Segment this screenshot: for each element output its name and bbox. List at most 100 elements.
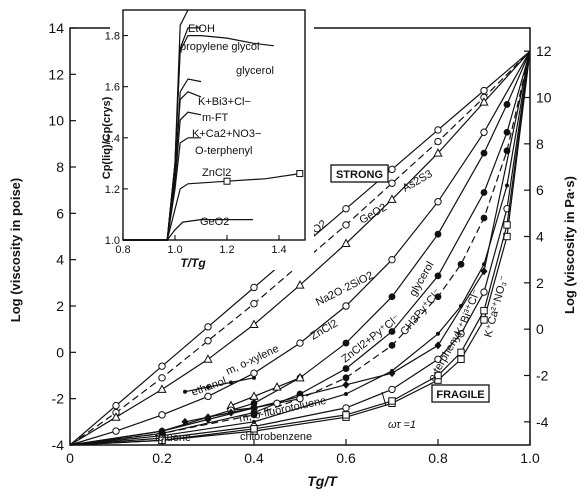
series-label-ch3pycl: CH3Py⁺Cl⁻ xyxy=(398,287,444,338)
data-point-as2s3 xyxy=(387,194,397,203)
series-line-k-ca-no xyxy=(69,51,531,446)
series-na2o-2sio2 xyxy=(69,50,531,446)
series-line-k-bi-cl xyxy=(69,51,531,446)
data-point-na2o-2sio2 xyxy=(296,339,304,347)
data-point-o-terphenyl xyxy=(503,221,511,229)
data-point-toluene xyxy=(434,341,442,350)
y-right-tick-label: 2 xyxy=(536,275,544,291)
data-point-na2o-2sio2 xyxy=(388,255,396,264)
y-right-tick-label: 6 xyxy=(536,182,544,198)
data-point-sio2 xyxy=(342,205,350,213)
data-point-as2s3 xyxy=(341,238,351,247)
data-point-o-terphenyl xyxy=(388,397,396,405)
data-point-zncl2-py-cl xyxy=(342,365,350,372)
data-point-na2o-2sio2 xyxy=(250,369,258,377)
data-point-sio2 xyxy=(204,323,212,331)
data-point-o-terphenyl xyxy=(480,306,488,315)
inset-plot-frame xyxy=(122,9,306,241)
inset-y-tick-label: 1.4 xyxy=(105,133,120,145)
inset-label-etoh: EtOH xyxy=(188,23,215,35)
data-point-k-ca-no xyxy=(480,316,488,324)
data-point-sio2 xyxy=(158,362,166,370)
y-left-tick-label: 8 xyxy=(56,159,64,175)
data-point-m-o-fluorotoluene xyxy=(273,399,281,407)
data-point-as2s3 xyxy=(295,280,305,289)
inset-y-tick-label: 1.8 xyxy=(105,31,120,43)
x-tick-label: 0.4 xyxy=(244,450,264,466)
data-point-k-bi-cl xyxy=(457,330,465,338)
data-point-zncl2 xyxy=(388,293,396,301)
series-ch3py-cl xyxy=(69,51,531,446)
data-point-m-o-xylene xyxy=(272,382,282,391)
inset-label-oterphenyl: O-terphenyl xyxy=(195,145,252,157)
data-point-glycerol xyxy=(434,293,442,301)
data-point-k-ca-no xyxy=(457,355,465,363)
inset-label-kbicl: K+Bi3+Cl− xyxy=(198,96,251,108)
strong-label: STRONG xyxy=(336,169,383,181)
data-point-ch3py-cl xyxy=(252,419,256,424)
y-left-tick-label: 4 xyxy=(56,252,64,268)
data-point-toluene xyxy=(480,267,488,276)
data-point-na2o-2sio2 xyxy=(158,411,166,419)
fragile-annotation: FRAGILE xyxy=(431,384,490,403)
series-line-ethanol xyxy=(184,377,255,393)
y-left-tick-label: 14 xyxy=(48,20,64,36)
data-point-geo2 xyxy=(204,337,212,345)
series-label-as2s3: As2S3 xyxy=(401,168,435,195)
inset-y-tick-label: 1.2 xyxy=(105,184,120,196)
data-point-glycerol xyxy=(250,411,258,419)
data-point-o-terphenyl xyxy=(457,348,465,357)
data-point-sio2 xyxy=(480,86,488,95)
inset-cp-plot: 0.8 1.0 1.2 1.41.01.21.41.61.8 Cp(liq)/Cp(c… xyxy=(101,2,314,270)
data-point-ethanol xyxy=(206,385,210,390)
data-point-glycerol xyxy=(388,341,396,349)
data-point-as2s3 xyxy=(111,412,121,421)
y-right-tick-label: 12 xyxy=(536,43,552,59)
data-point-chlorobenzene xyxy=(181,417,189,426)
series-label-zncl2-pycl: ZnCl2+Py⁺Cl⁻ xyxy=(339,312,402,365)
main-series-group xyxy=(69,50,531,446)
series-line-o-terphenyl xyxy=(69,51,531,446)
data-point-zncl2-py-cl xyxy=(480,189,488,196)
data-point-glycerol xyxy=(480,214,488,222)
data-point-k-bi-cl xyxy=(388,385,396,394)
series-label-zncl2: ZnCl2 xyxy=(309,318,340,343)
data-point-toluene xyxy=(388,369,396,378)
y-right-tick-label: 10 xyxy=(536,90,552,106)
data-point-na2o-2sio2 xyxy=(480,128,488,136)
data-point-m-o-xylene xyxy=(295,372,305,382)
y-right-tick-label: 0 xyxy=(536,321,544,337)
y-right-tick-label: 4 xyxy=(536,229,544,245)
inset-line-zncl2 xyxy=(123,173,300,241)
data-point-sio2 xyxy=(250,283,258,292)
y-left-tick-label: 2 xyxy=(56,298,64,314)
inset-point-zncl2 xyxy=(223,177,231,185)
x-tick-label: 0 xyxy=(66,450,74,466)
inset-series-group xyxy=(123,9,304,241)
y-left-tick-label: -2 xyxy=(52,391,65,407)
inset-series-labels: EtOH propylene glycol glycerol K+Bi3+Cl−… xyxy=(180,23,274,228)
inset-label-zncl2: ZnCl2 xyxy=(202,167,231,179)
data-point-as2s3 xyxy=(203,354,213,363)
inset-x-tick-label: 1.2 xyxy=(219,244,234,256)
inset-tick-labels: 0.8 1.0 1.2 1.41.01.21.41.61.8 xyxy=(105,31,287,256)
y-axis-left-label: Log (viscosity in poise) xyxy=(8,178,23,322)
series-line-m-o-fluorotoluene xyxy=(230,398,301,411)
series-chlorobenzene xyxy=(181,403,258,426)
data-point-m-o-xylene xyxy=(249,391,259,400)
data-point-glycerol xyxy=(342,374,350,382)
data-point-zncl2-py-cl xyxy=(503,128,511,136)
data-point-chlorobenzene xyxy=(250,403,258,412)
main-tick-labels: 0 0.2 0.4 0.6 0.8 1.0-4-202468101214-4-202468… xyxy=(48,20,551,466)
data-point-geo2 xyxy=(250,299,258,308)
series-line-ch3py-cl xyxy=(69,51,531,446)
data-point-zncl2 xyxy=(480,149,488,157)
inset-series-zncl2 xyxy=(123,170,304,241)
fragile-label: FRAGILE xyxy=(436,389,484,401)
y-left-tick-label: 12 xyxy=(48,66,64,82)
series-ethanol xyxy=(183,375,256,394)
strong-annotation: STRONG xyxy=(330,164,389,183)
data-point-sio2 xyxy=(112,401,120,410)
data-point-ch3py-cl xyxy=(344,392,348,397)
